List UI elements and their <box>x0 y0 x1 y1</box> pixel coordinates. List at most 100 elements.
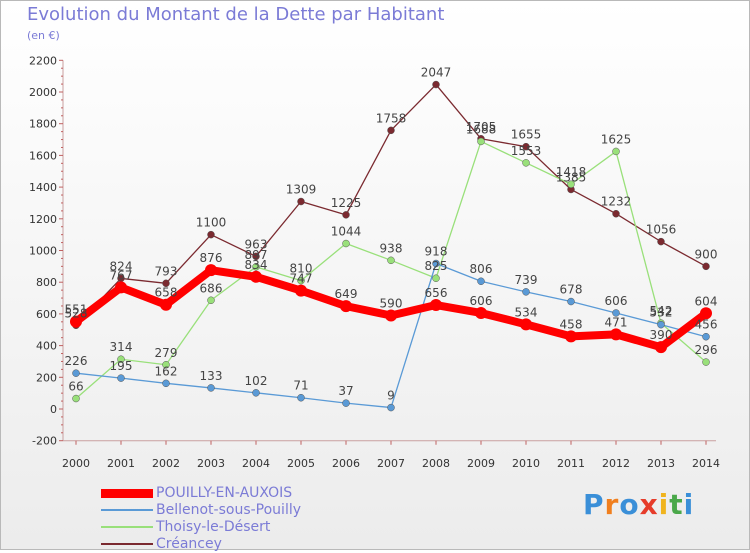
data-label: 37 <box>338 384 353 398</box>
data-point <box>612 209 620 218</box>
x-tick-label: 2008 <box>422 457 450 470</box>
data-point <box>432 80 440 89</box>
data-label: 658 <box>155 286 178 300</box>
data-label: 133 <box>200 369 223 383</box>
data-label: 918 <box>425 244 448 258</box>
data-label: 606 <box>470 294 493 308</box>
data-label: 686 <box>200 281 223 295</box>
x-tick-label: 2007 <box>377 457 405 470</box>
data-point <box>477 137 485 146</box>
x-tick-label: 2005 <box>287 457 315 470</box>
x-tick-label: 2002 <box>152 457 180 470</box>
data-point <box>475 306 487 319</box>
legend-label: Bellenot-sous-Pouilly <box>156 502 302 518</box>
y-tick-label: 1200 <box>29 213 57 226</box>
data-label: 66 <box>68 380 83 394</box>
legend-label: Thoisy-le-Désert <box>156 519 271 535</box>
data-point <box>612 309 620 317</box>
data-label: 1553 <box>511 144 542 158</box>
y-tick-label: 800 <box>36 276 57 289</box>
data-point <box>522 288 530 296</box>
data-point <box>252 389 260 397</box>
data-label: 390 <box>650 328 673 342</box>
data-point <box>117 374 125 382</box>
data-label: 456 <box>695 318 718 332</box>
data-point <box>117 355 125 363</box>
data-label: 834 <box>245 258 268 272</box>
data-label: 71 <box>293 379 308 393</box>
y-tick-label: 1000 <box>29 245 57 258</box>
data-point <box>162 379 170 388</box>
data-point <box>387 403 395 412</box>
y-tick-label: 2000 <box>29 86 57 99</box>
x-tick-label: 2010 <box>512 457 540 470</box>
data-label: 532 <box>650 306 673 320</box>
data-point <box>657 320 665 329</box>
data-point <box>612 147 620 156</box>
data-label: 604 <box>695 294 718 308</box>
data-label: 534 <box>515 305 538 319</box>
chart-title: Evolution du Montant de la Dette par Hab… <box>27 4 445 25</box>
y-tick-label: 400 <box>36 340 57 353</box>
data-point <box>385 309 397 322</box>
chart-unit: (en €) <box>27 29 60 42</box>
data-label: 876 <box>200 251 223 265</box>
data-point <box>610 328 622 341</box>
data-point <box>702 358 710 366</box>
x-tick-label: 2003 <box>197 457 225 470</box>
data-point <box>655 341 667 354</box>
data-point <box>477 277 485 285</box>
data-point <box>160 298 172 311</box>
x-tick-label: 2004 <box>242 457 270 470</box>
x-tick-label: 2009 <box>467 457 495 470</box>
x-tick-label: 2013 <box>647 457 675 470</box>
x-tick-label: 2000 <box>62 457 90 470</box>
legend-label: Créancey <box>156 536 222 552</box>
legend-swatch <box>101 526 153 528</box>
data-label: 938 <box>380 241 403 255</box>
data-label: 2047 <box>421 66 452 80</box>
data-point <box>657 237 665 246</box>
data-label: 1655 <box>511 128 542 142</box>
data-point <box>70 315 82 328</box>
data-label: 1309 <box>286 183 317 197</box>
x-tick-label: 2012 <box>602 457 630 470</box>
data-point <box>72 369 80 377</box>
data-point <box>207 230 215 239</box>
y-tick-label: 2200 <box>29 54 57 67</box>
data-point <box>565 330 577 343</box>
data-point <box>432 259 440 268</box>
data-label: 963 <box>245 237 268 251</box>
data-point <box>702 262 710 271</box>
y-tick-label: 1400 <box>29 181 57 194</box>
data-point <box>297 276 305 285</box>
legend-label: POUILLY-EN-AUXOIS <box>156 485 293 501</box>
y-tick-label: 0 <box>50 403 57 416</box>
y-tick-label: 1800 <box>29 118 57 131</box>
data-label: 897 <box>245 248 268 262</box>
data-point <box>297 393 305 402</box>
data-point <box>522 142 530 151</box>
data-point <box>252 252 260 261</box>
data-label: 824 <box>110 259 133 273</box>
data-label: 195 <box>110 359 133 373</box>
data-point <box>252 263 260 271</box>
legend-swatch <box>101 543 153 545</box>
data-label: 767 <box>110 268 133 282</box>
data-label: 226 <box>65 354 88 368</box>
data-point <box>387 126 395 135</box>
data-label: 678 <box>560 283 583 297</box>
x-tick-label: 2014 <box>692 457 720 470</box>
data-label: 656 <box>425 286 448 300</box>
data-label: 806 <box>470 262 493 276</box>
data-label: 1625 <box>601 132 632 146</box>
data-label: 102 <box>245 374 268 388</box>
data-label: 279 <box>155 346 178 360</box>
data-point <box>432 274 440 282</box>
data-point <box>700 307 712 320</box>
data-point <box>207 384 215 392</box>
data-label: 1056 <box>646 223 677 237</box>
data-point <box>340 300 352 313</box>
data-label: 9 <box>387 389 395 403</box>
